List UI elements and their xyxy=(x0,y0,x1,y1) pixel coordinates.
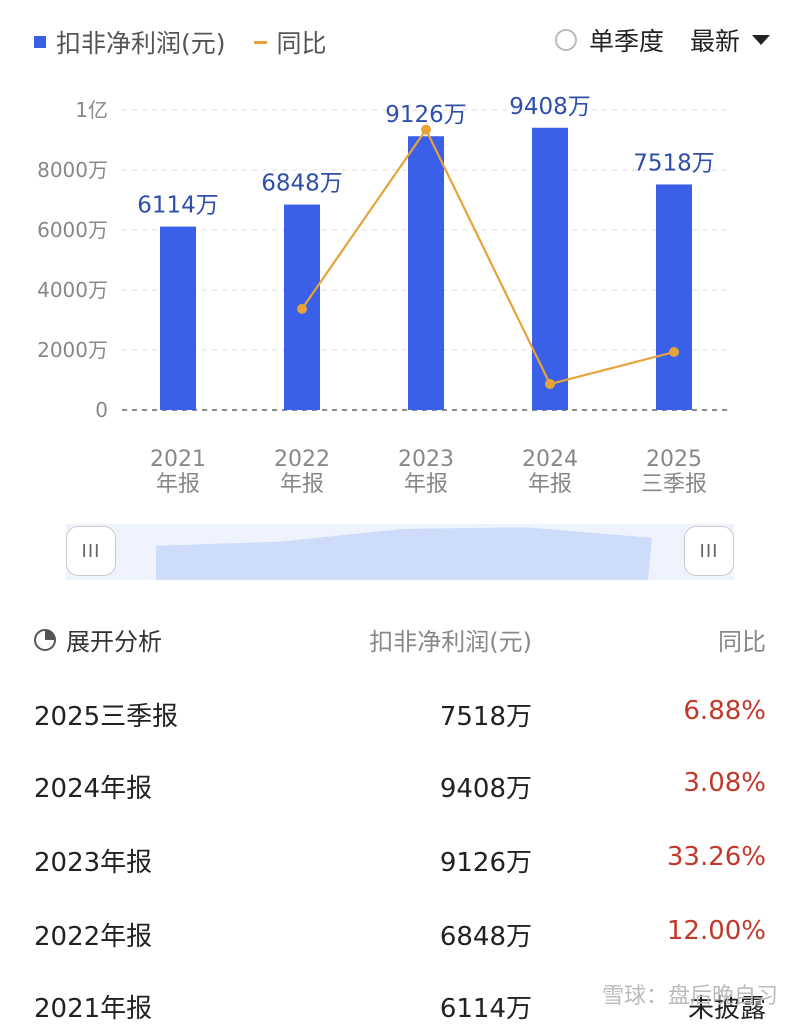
x-tick-label: 2022 xyxy=(274,447,330,472)
x-tick-label: 年报 xyxy=(280,472,324,497)
yoy-cell: 3.08% xyxy=(683,768,766,798)
bar xyxy=(408,136,444,410)
x-tick-label: 2025 xyxy=(646,447,702,472)
bar-data-label: 6114万 xyxy=(137,193,219,219)
profit-column-header: 扣非净利润(元) xyxy=(369,628,532,656)
period-cell: 2022年报 xyxy=(34,922,153,952)
bar xyxy=(160,226,196,410)
bar-data-label: 6848万 xyxy=(261,171,343,197)
x-tick-label: 年报 xyxy=(156,472,200,497)
line-legend-label: 同比 xyxy=(276,29,327,58)
quarter-radio[interactable] xyxy=(554,29,577,51)
chart-controls: 单季度 最新 xyxy=(554,22,770,58)
table-row: 2025三季报 7518万 6.88% xyxy=(34,696,766,736)
bar-legend-label: 扣非净利润(元) xyxy=(56,29,226,58)
yoy-cell: 6.88% xyxy=(683,696,766,726)
y-tick-label: 1亿 xyxy=(75,98,108,122)
quarter-label[interactable]: 单季度 xyxy=(588,27,664,56)
handle-right-grip: III xyxy=(699,540,719,562)
slider-preview-area xyxy=(156,527,652,580)
pie-chart-icon xyxy=(34,628,56,651)
y-tick-label: 0 xyxy=(95,398,108,422)
y-tick-label: 2000万 xyxy=(37,338,108,362)
table-header: 展开分析 扣非净利润(元) 同比 xyxy=(34,622,766,658)
chevron-down-icon[interactable] xyxy=(752,35,770,45)
table-row: 2024年报 9408万 3.08% xyxy=(34,768,766,808)
yoy-cell: 未披露 xyxy=(687,994,766,1024)
y-tick-label: 8000万 xyxy=(37,158,108,182)
slider-handle-left[interactable]: III xyxy=(66,526,116,576)
yoy-point xyxy=(545,379,555,390)
yoy-point xyxy=(421,124,431,135)
expand-analysis[interactable]: 展开分析 xyxy=(34,622,162,657)
y-tick-label: 6000万 xyxy=(37,218,108,242)
x-tick-label: 三季报 xyxy=(641,472,707,497)
bar xyxy=(532,127,568,410)
slider-track[interactable] xyxy=(66,524,734,580)
line-legend-swatch xyxy=(253,40,267,44)
analysis-label: 展开分析 xyxy=(66,628,162,656)
yoy-line xyxy=(301,127,675,386)
x-tick-label: 2024 xyxy=(522,447,578,472)
table-row: 2023年报 9126万 33.26% xyxy=(34,842,766,882)
period-cell: 2021年报 xyxy=(34,994,153,1024)
period-cell: 2023年报 xyxy=(34,848,153,878)
handle-left-grip: III xyxy=(81,540,101,562)
watermark: 雪球：盘后晚自习 xyxy=(601,984,778,1009)
bar xyxy=(656,184,692,410)
period-cell: 2025三季报 xyxy=(34,702,179,732)
sort-select-label[interactable]: 最新 xyxy=(689,27,740,56)
chart-legend: 扣非净利润(元) 同比 xyxy=(34,24,327,60)
table-row: 2022年报 6848万 12.00% xyxy=(34,916,766,956)
x-tick-label: 年报 xyxy=(528,472,572,497)
yoy-column-header: 同比 xyxy=(718,628,766,656)
yoy-point xyxy=(297,303,307,314)
range-slider[interactable]: III III xyxy=(66,524,734,580)
bar-legend-swatch xyxy=(34,36,46,48)
y-tick-label: 4000万 xyxy=(37,278,108,302)
profit-cell: 9126万 xyxy=(439,848,532,878)
profit-cell: 9408万 xyxy=(439,774,532,804)
profit-cell: 6848万 xyxy=(439,922,532,952)
x-tick-label: 2021 xyxy=(150,447,206,472)
profit-cell: 6114万 xyxy=(439,994,532,1024)
table-row: 2021年报 6114万 未披露 xyxy=(34,988,766,1028)
profit-chart: 0 2000万 4000万 6000万 8000万 1亿 6114万 6848万 9126万 94… xyxy=(37,94,728,497)
profit-cell: 7518万 xyxy=(439,702,532,732)
bar-data-label: 9408万 xyxy=(509,94,591,120)
bar-data-label: 7518万 xyxy=(633,150,715,176)
bar-data-label: 9126万 xyxy=(385,102,467,128)
period-cell: 2024年报 xyxy=(34,774,153,804)
x-tick-label: 年报 xyxy=(404,472,448,497)
yoy-cell: 33.26% xyxy=(666,842,766,872)
yoy-cell: 12.00% xyxy=(666,916,766,946)
slider-handle-right[interactable]: III xyxy=(684,526,734,576)
x-tick-label: 2023 xyxy=(398,447,454,472)
yoy-point xyxy=(669,347,679,358)
